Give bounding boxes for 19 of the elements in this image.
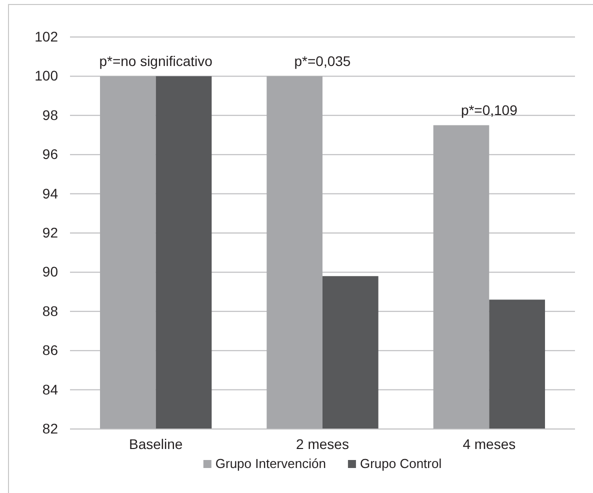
y-tick-label: 98 [42,106,58,123]
y-tick-label: 92 [42,224,58,240]
y-tick-label: 86 [42,342,58,358]
y-tick-label: 100 [34,68,58,84]
x-tick-label: 2 meses [296,436,349,452]
y-tick-label: 102 [34,28,58,44]
annotation: p*=0,035 [294,53,351,70]
y-tick-label: 90 [42,264,58,280]
x-tick-label: Baseline [128,436,183,452]
y-tick-label: 82 [42,420,58,436]
y-tick-label: 94 [42,185,58,202]
legend-label: Grupo Intervención [215,456,326,471]
legend-label: Grupo Control [360,456,442,471]
annotation: p*=no significativo [99,53,213,70]
y-tick-label: 84 [42,381,58,398]
annotation: p*=0,109 [460,102,518,118]
x-tick-label: 4 meses [462,436,516,452]
y-tick-label: 88 [42,302,58,319]
y-tick-label: 96 [42,146,58,162]
